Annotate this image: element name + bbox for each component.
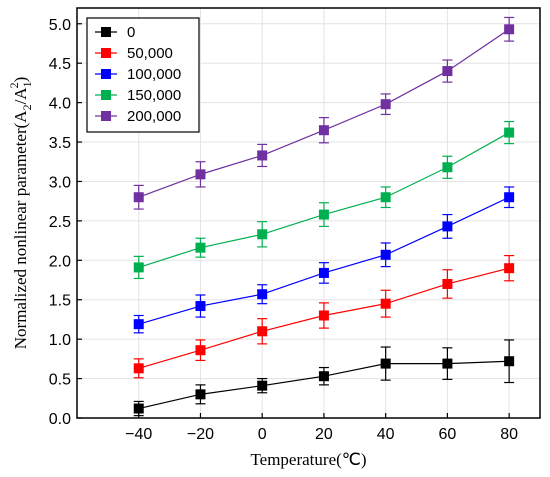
data-point [133, 262, 144, 273]
series-4 [133, 16, 515, 210]
series-0 [133, 339, 515, 417]
data-point [442, 66, 453, 77]
data-point [504, 263, 515, 274]
y-tick-label: 4.0 [49, 96, 71, 113]
y-axis-title-slash: /A [11, 87, 30, 105]
y-axis-title-sub1: 1 [20, 81, 34, 87]
legend-label: 50,000 [127, 45, 173, 62]
y-axis-title-sup: 2 [7, 82, 21, 88]
data-point [318, 371, 329, 382]
data-point [318, 209, 329, 220]
data-point [504, 356, 515, 367]
x-tick-label: 0 [258, 426, 267, 443]
legend-marker [101, 90, 111, 100]
data-point [195, 242, 206, 253]
data-point [318, 125, 329, 136]
data-point [318, 310, 329, 321]
data-point [380, 249, 391, 260]
data-point [442, 358, 453, 369]
data-point [380, 192, 391, 203]
y-tick-label: 3.0 [49, 174, 71, 191]
y-axis-title-close: ) [11, 77, 30, 83]
data-point [504, 24, 515, 35]
legend-label: 100,000 [127, 66, 181, 83]
x-tick-label: 40 [377, 426, 395, 443]
y-axis-title-main: Normalized nonlinear parameter(A [11, 110, 30, 350]
legend: 0 50,000 100,000 150,000 200,000 [86, 17, 200, 133]
series-2 [133, 186, 515, 334]
x-tick-label: 60 [439, 426, 457, 443]
legend-marker [101, 111, 111, 121]
y-tick-label: 5.0 [49, 17, 71, 34]
y-tick-label: 4.5 [49, 56, 71, 73]
data-point [133, 363, 144, 374]
legend-marker [101, 48, 111, 58]
data-point [504, 127, 515, 138]
x-axis-title: Temperature(℃) [250, 450, 366, 469]
y-tick-label: 2.5 [49, 214, 71, 231]
data-point [318, 267, 329, 278]
y-tick-label: 1.5 [49, 293, 71, 310]
data-point [195, 169, 206, 180]
data-point [442, 221, 453, 232]
x-tick-label: 20 [315, 426, 333, 443]
legend-label: 150,000 [127, 87, 181, 104]
data-point [257, 229, 268, 240]
legend-label: 200,000 [127, 108, 181, 125]
x-tick-label: −20 [187, 426, 214, 443]
y-axis-title-sub2: 2 [20, 104, 34, 110]
series-1 [133, 254, 515, 379]
y-tick-label: 2.0 [49, 253, 71, 270]
y-axis-title: Normalized nonlinear parameter(A2/A12) [7, 77, 34, 350]
legend-marker [101, 27, 111, 37]
data-point [257, 326, 268, 337]
y-tick-label: 0.0 [49, 411, 71, 428]
plot-frame [76, 7, 541, 419]
data-point [442, 162, 453, 173]
data-point [442, 278, 453, 289]
data-point [257, 150, 268, 161]
y-tick-label: 3.5 [49, 135, 71, 152]
series-3 [133, 120, 515, 280]
data-point [257, 289, 268, 300]
data-point [380, 358, 391, 369]
data-point [380, 99, 391, 110]
ticks: 0.0 0.5 1.0 1.5 2.0 2.5 3.0 3.5 4.0 4.5 5.0 −40 −20 0… [49, 17, 518, 443]
x-tick-label: −40 [125, 426, 152, 443]
y-tick-label: 0.5 [49, 372, 71, 389]
legend-label: 0 [127, 24, 135, 41]
x-tick-label: 80 [500, 426, 518, 443]
data-point [133, 319, 144, 330]
data-point [380, 298, 391, 309]
data-point [257, 380, 268, 391]
data-point [504, 192, 515, 203]
data-point [133, 192, 144, 203]
data-point [195, 301, 206, 312]
legend-marker [101, 69, 111, 79]
data-point [195, 389, 206, 400]
data-point [133, 403, 144, 414]
data-point [195, 345, 206, 356]
y-tick-label: 1.0 [49, 332, 71, 349]
plot-series [133, 16, 515, 417]
